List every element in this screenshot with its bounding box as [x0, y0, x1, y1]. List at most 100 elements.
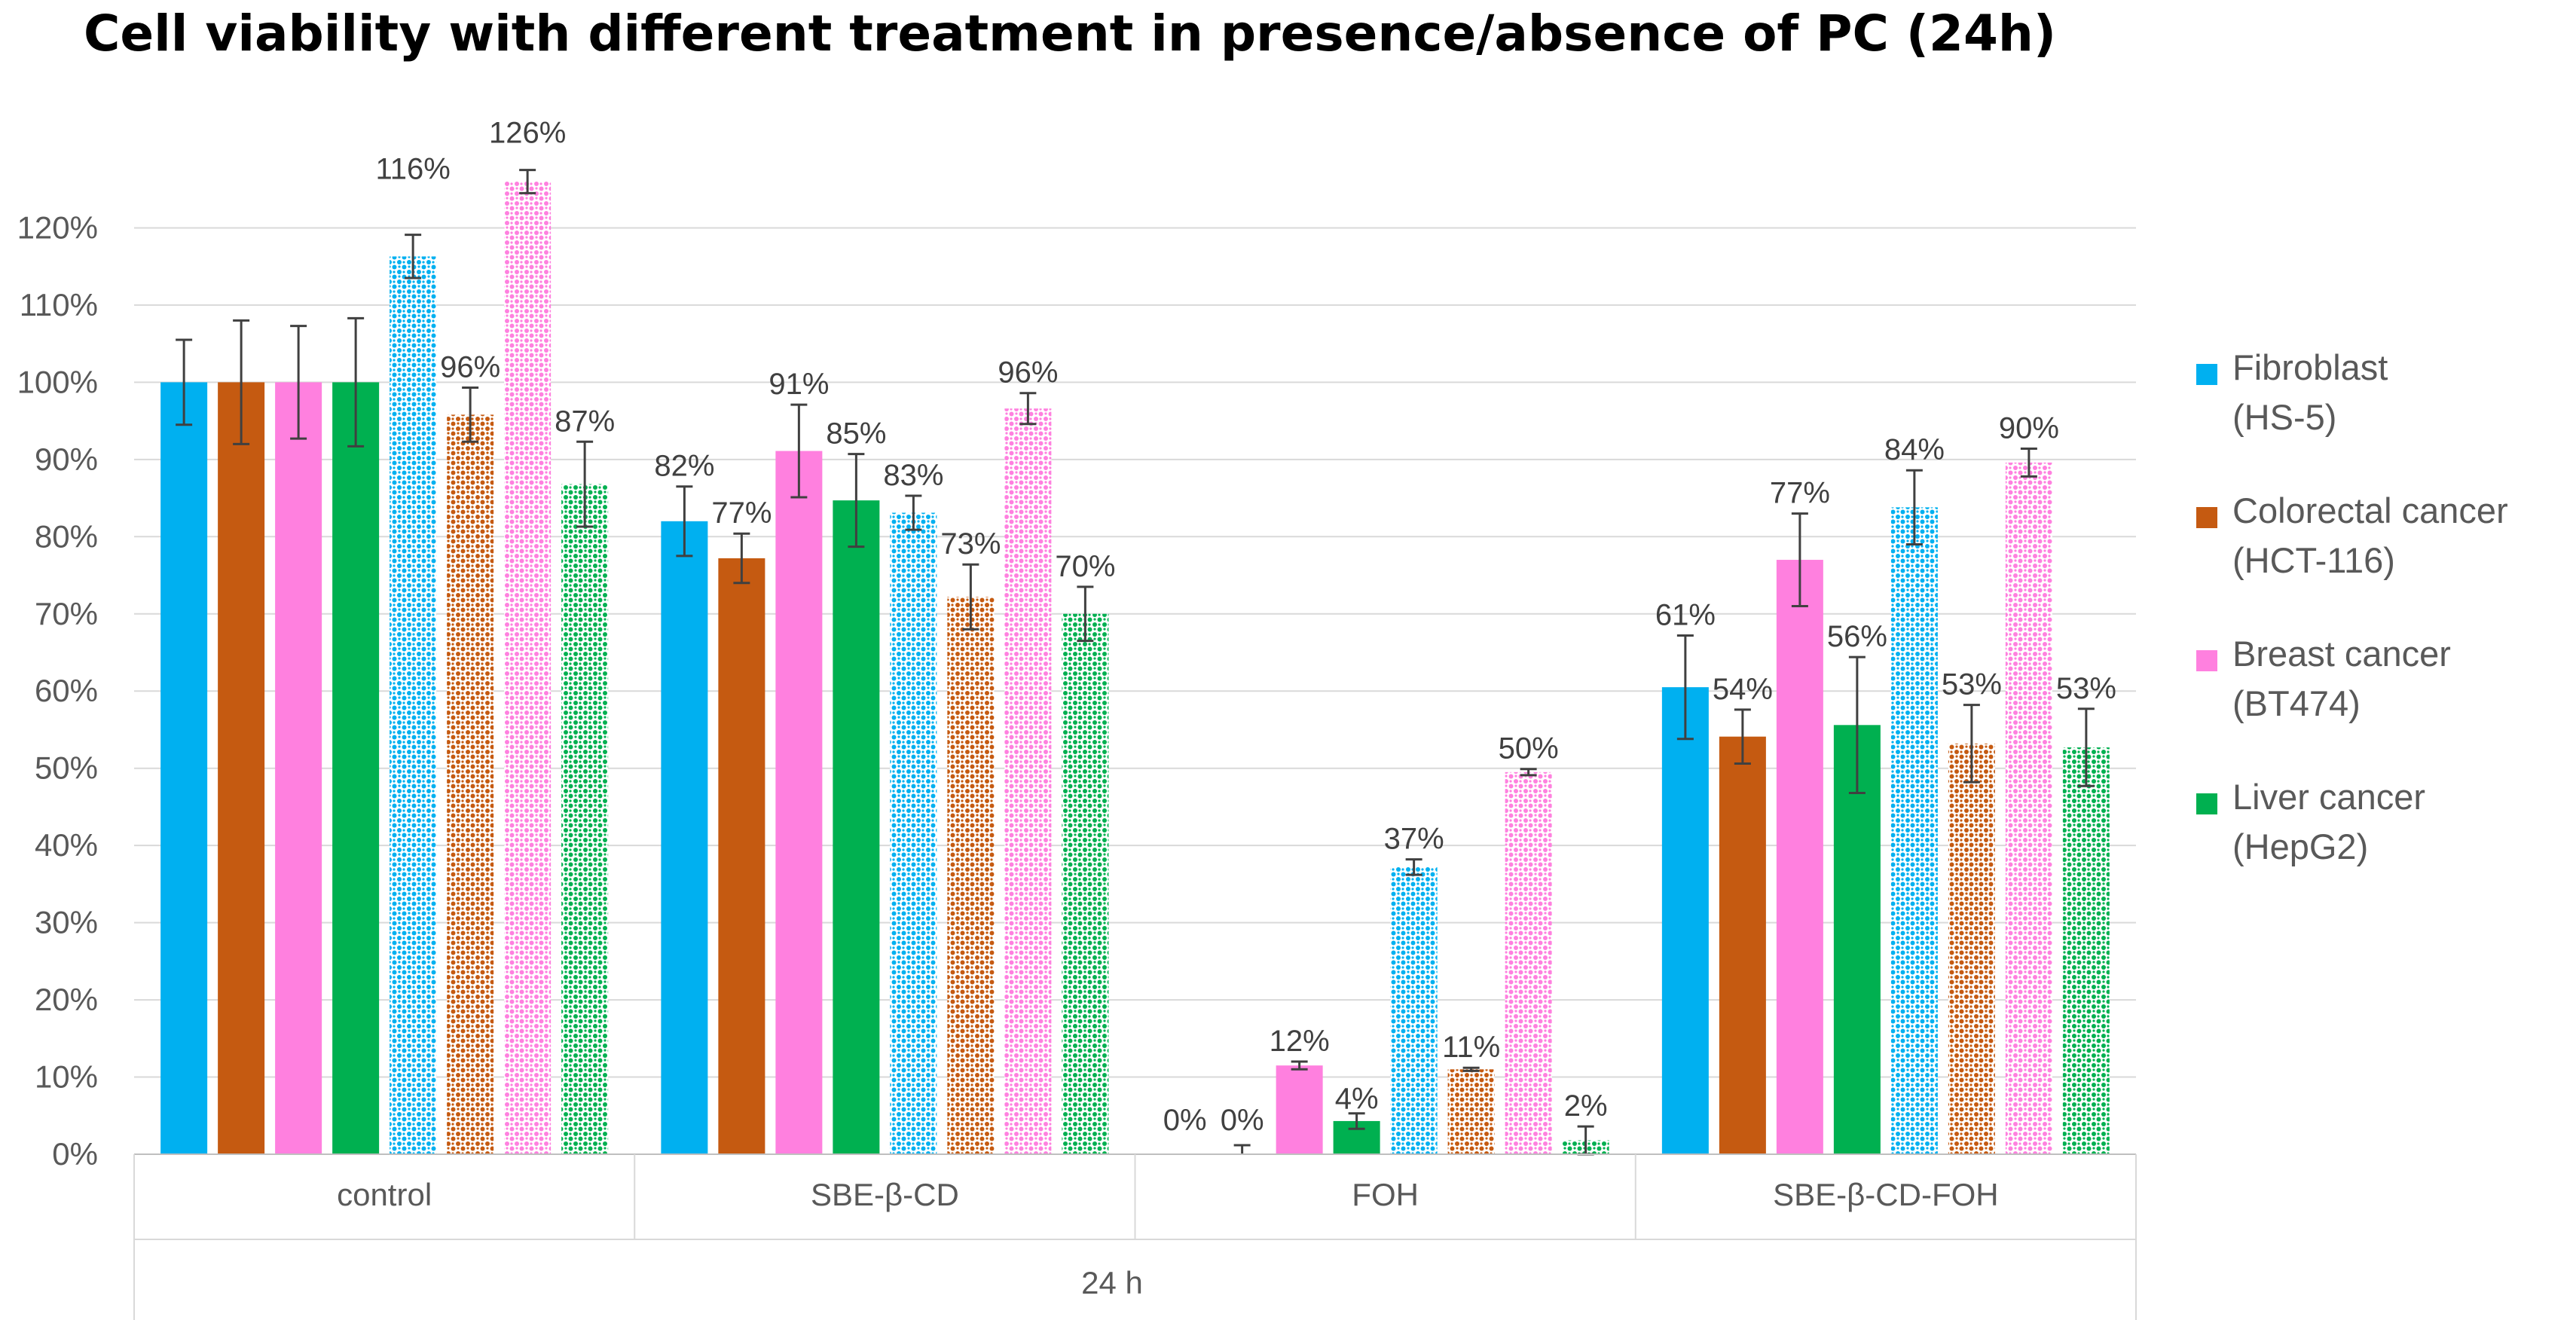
error-bar	[1905, 469, 1923, 546]
category-label: FOH	[1352, 1177, 1419, 1212]
error-bar	[1462, 1066, 1480, 1072]
bar	[390, 256, 437, 1154]
bar	[775, 451, 823, 1154]
error-bar	[848, 453, 865, 548]
bar	[447, 414, 494, 1154]
bar	[947, 597, 995, 1154]
data-label: 126%	[489, 117, 566, 150]
bar	[1447, 1069, 1495, 1154]
error-bar	[233, 319, 250, 445]
data-label: 50%	[1499, 732, 1559, 765]
bar	[218, 382, 265, 1154]
bars	[160, 181, 2110, 1154]
error-bar	[2020, 448, 2037, 478]
bar	[1776, 560, 1823, 1154]
legend-swatch-breast	[2196, 650, 2217, 671]
bar	[1505, 772, 1552, 1154]
y-tick-label: 90%	[35, 442, 98, 477]
data-label: 0%	[1221, 1104, 1264, 1137]
legend: Fibroblast (HS-5) Colorectal cancer (HCT…	[2196, 343, 2573, 915]
data-label: 56%	[1827, 620, 1887, 653]
y-tick-label: 0%	[52, 1136, 98, 1172]
legend-item-fibroblast: Fibroblast (HS-5)	[2196, 343, 2573, 486]
error-bar	[1291, 1060, 1308, 1071]
error-bar	[576, 440, 594, 528]
data-label: 70%	[1055, 550, 1115, 583]
error-bar	[176, 338, 193, 426]
data-label: 0%	[1163, 1104, 1207, 1137]
bar	[561, 484, 609, 1154]
legend-label-colorectal: Colorectal cancer	[2232, 490, 2508, 530]
legend-label-fibroblast: Fibroblast	[2232, 347, 2388, 387]
legend-sub-liver: (HepG2)	[2232, 827, 2369, 866]
bar	[833, 500, 880, 1154]
error-bar	[1233, 1144, 1251, 1154]
data-label: 61%	[1655, 598, 1716, 631]
legend-swatch-fibroblast	[2196, 364, 2217, 385]
data-label: 91%	[769, 368, 829, 401]
error-bar	[1848, 655, 1866, 794]
data-label: 77%	[711, 497, 772, 530]
error-bar	[905, 494, 922, 531]
bar	[1661, 687, 1709, 1154]
bar	[504, 181, 552, 1154]
y-tick-label: 50%	[35, 750, 98, 786]
category-label: SBE-β-CD	[811, 1177, 959, 1212]
error-bar	[1734, 708, 1751, 765]
legend-item-colorectal: Colorectal cancer (HCT-116)	[2196, 486, 2573, 629]
bar	[1890, 507, 1938, 1154]
y-tick-label: 60%	[35, 673, 98, 708]
data-label: 83%	[883, 459, 943, 492]
data-label: 53%	[2056, 672, 2116, 705]
error-bar	[519, 169, 536, 194]
y-tick-label: 120%	[17, 209, 98, 245]
category-label: SBE-β-CD-FOH	[1773, 1177, 1998, 1212]
y-axis-ticks: 0% 10% 20% 30% 40% 50% 60% 70% 80% 90% 100% 110% 120…	[17, 209, 98, 1172]
data-label: 96%	[998, 356, 1058, 390]
data-label: 96%	[440, 351, 500, 384]
bar	[2062, 747, 2110, 1154]
x-axis: control SBE-β-CD FOH SBE-β-CD-FOH	[133, 1153, 2137, 1320]
data-label: 77%	[1770, 477, 1830, 510]
error-bar	[1019, 392, 1037, 426]
bar	[1390, 866, 1438, 1154]
bar	[890, 512, 937, 1154]
bar	[1004, 408, 1052, 1154]
error-bar	[1520, 768, 1537, 777]
bar	[160, 382, 208, 1154]
y-tick-label: 10%	[35, 1059, 98, 1095]
y-tick-label: 30%	[35, 905, 98, 940]
data-label: 11%	[1442, 1031, 1500, 1064]
error-bar	[2077, 707, 2095, 787]
legend-sub-colorectal: (HCT-116)	[2232, 540, 2395, 580]
bar	[1833, 725, 1881, 1154]
error-bar	[1791, 512, 1808, 608]
error-bar	[790, 403, 808, 499]
legend-swatch-colorectal	[2196, 507, 2217, 528]
y-tick-label: 110%	[20, 287, 98, 322]
legend-swatch-liver	[2196, 793, 2217, 814]
x-axis-title: 24 h	[1081, 1265, 1143, 1300]
data-labels: 116% 96% 126% 87% 82% 77% 91% 85% 83% 73% 96% 70% 12…	[375, 117, 2116, 1137]
error-bar	[1077, 585, 1094, 643]
data-label: 84%	[1884, 433, 1945, 466]
error-bar	[733, 532, 750, 585]
bar	[332, 382, 380, 1154]
bar	[1276, 1065, 1323, 1154]
error-bar	[405, 234, 422, 280]
data-label: 12%	[1270, 1025, 1330, 1058]
data-label: 2%	[1564, 1089, 1608, 1123]
bar	[1719, 736, 1766, 1154]
data-label: 53%	[1942, 668, 2002, 701]
data-label: 90%	[1999, 412, 2059, 445]
legend-sub-breast: (BT474)	[2232, 683, 2361, 723]
y-tick-label: 40%	[35, 827, 98, 863]
data-label: 82%	[654, 450, 714, 483]
bar	[718, 558, 765, 1154]
error-bar	[1405, 858, 1422, 876]
data-label: 37%	[1384, 823, 1444, 856]
data-label: 54%	[1713, 673, 1773, 706]
error-bars	[176, 169, 2095, 1156]
error-bar	[347, 316, 365, 448]
